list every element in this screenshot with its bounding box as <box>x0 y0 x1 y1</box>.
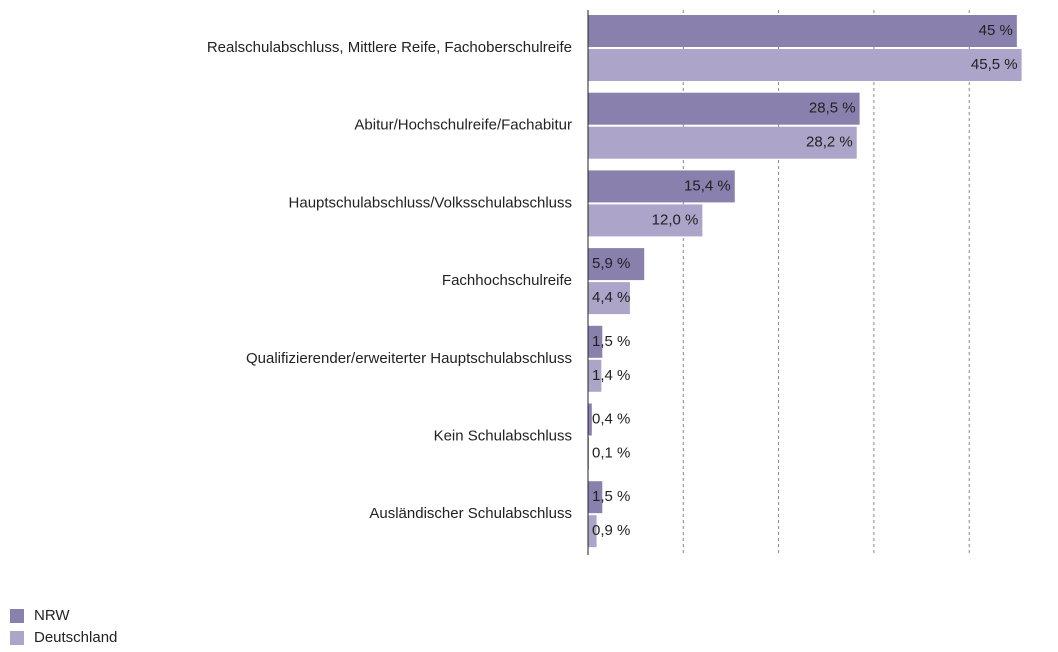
value-label: 4,4 % <box>592 289 630 306</box>
bar <box>588 126 857 159</box>
category-label: Hauptschulabschluss/Volksschulabschluss <box>289 194 572 211</box>
bar <box>588 92 860 125</box>
value-label: 0,4 % <box>592 410 630 427</box>
category-label: Kein Schulabschluss <box>434 427 572 444</box>
value-label: 45,5 % <box>971 56 1018 73</box>
bar <box>588 204 703 237</box>
bar <box>588 403 592 436</box>
bar <box>588 170 735 203</box>
value-label: 45 % <box>979 22 1013 39</box>
value-label: 15,4 % <box>684 177 731 194</box>
category-label: Fachhochschulreife <box>442 272 572 289</box>
value-label: 0,9 % <box>592 522 630 539</box>
value-label: 1,4 % <box>592 367 630 384</box>
value-label: 1,5 % <box>592 488 630 505</box>
value-label: 1,5 % <box>592 333 630 350</box>
value-label: 0,1 % <box>592 444 630 461</box>
value-label: 5,9 % <box>592 255 630 272</box>
value-label: 28,5 % <box>809 100 856 117</box>
category-label: Qualifizierender/erweiterter Hauptschula… <box>246 350 572 367</box>
category-label: Abitur/Hochschulreife/Fachabitur <box>354 117 572 134</box>
category-label: Ausländischer Schulabschluss <box>369 505 572 522</box>
legend-swatch <box>10 631 24 645</box>
bar <box>588 282 630 315</box>
bar <box>588 515 597 548</box>
bar <box>588 49 1022 81</box>
bar <box>588 248 645 281</box>
legend-label: Deutschland <box>34 629 117 646</box>
bar <box>588 325 603 358</box>
bar <box>588 15 1017 47</box>
legend-label: NRW <box>34 607 70 624</box>
bar <box>588 481 603 514</box>
value-label: 28,2 % <box>806 134 853 151</box>
bar <box>588 359 602 392</box>
value-label: 12,0 % <box>652 211 699 228</box>
legend-swatch <box>10 609 24 623</box>
category-label: Realschulabschluss, Mittlere Reife, Fach… <box>207 39 572 56</box>
